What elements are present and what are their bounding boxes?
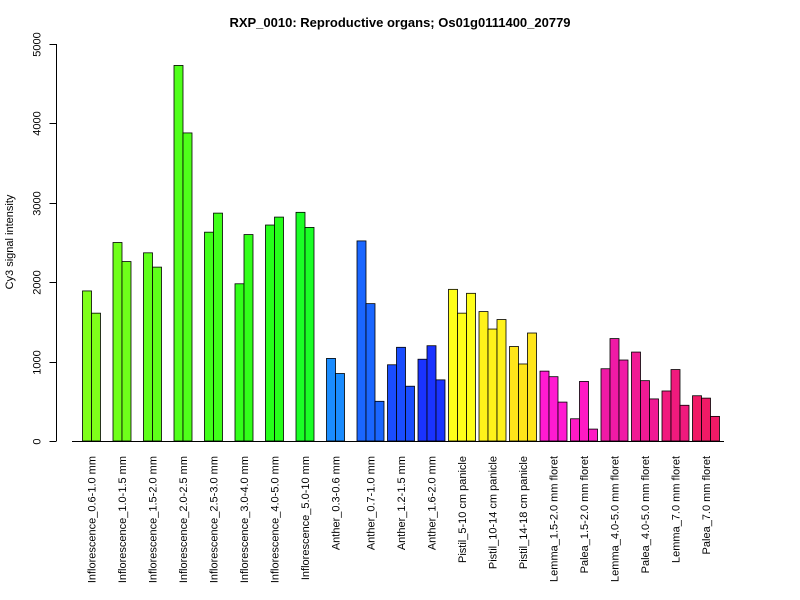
x-tick-label: Lemma_7.0 mm floret <box>671 456 683 563</box>
x-tick-label: Palea_1.5-2.0 mm floret <box>579 456 591 573</box>
bar <box>701 397 711 442</box>
bar <box>557 401 568 442</box>
bar <box>548 376 559 442</box>
y-tick-label: 3000 <box>32 191 44 215</box>
bar <box>588 428 598 442</box>
bar <box>121 261 132 442</box>
x-tick-label: Pistil_14-18 cm panicle <box>518 456 530 569</box>
category-labels: Inflorescence_0.6-1.0 mm Inflorescence_1.… <box>87 456 714 583</box>
bar <box>426 345 437 442</box>
x-tick-label: Palea_4.0-5.0 mm floret <box>640 456 652 573</box>
y-tick-label: 4000 <box>32 111 44 135</box>
bar <box>365 303 376 442</box>
bar <box>487 328 498 442</box>
x-tick-label: Inflorescence_2.0-2.5 mm <box>178 456 190 583</box>
bar <box>618 359 629 442</box>
bar <box>478 311 489 442</box>
bar <box>518 363 528 442</box>
y-axis-label: Cy3 signal intensity <box>4 194 16 289</box>
bar <box>579 381 589 442</box>
bar <box>527 332 537 442</box>
bar <box>173 65 184 442</box>
x-tick-label: Pistil_5-10 cm panicle <box>457 456 469 563</box>
y-tick-label: 1000 <box>32 350 44 374</box>
bar <box>335 373 345 442</box>
x-tick-label: Anther_1.6-2.0 mm <box>427 456 439 550</box>
x-tick-label: Pistil_10-14 cm panicle <box>488 456 500 569</box>
bar <box>570 418 580 442</box>
bar <box>710 415 720 442</box>
x-tick-label: Inflorescence_0.6-1.0 mm <box>87 456 99 583</box>
bar <box>204 231 214 442</box>
bar <box>496 319 507 442</box>
bar <box>82 290 92 442</box>
bar <box>631 351 641 442</box>
bar <box>295 211 306 442</box>
bar <box>387 364 397 442</box>
bar <box>448 288 458 442</box>
bar <box>182 132 193 442</box>
bar <box>640 380 650 442</box>
bar <box>509 346 519 442</box>
bar <box>304 227 315 442</box>
x-tick-label: Inflorescence_3.0-4.0 mm <box>239 456 251 583</box>
x-tick-label: Inflorescence_4.0-5.0 mm <box>270 456 282 583</box>
bar <box>649 398 659 442</box>
x-tick-label: Anther_0.3-0.6 mm <box>331 456 343 550</box>
x-tick-label: Inflorescence_1.0-1.5 mm <box>117 456 129 583</box>
y-tick-label: 5000 <box>32 32 44 56</box>
bar <box>326 358 336 442</box>
bar <box>374 400 385 442</box>
bar <box>600 368 611 442</box>
bar <box>670 369 681 442</box>
x-tick-label: Inflorescence_2.5-3.0 mm <box>209 456 221 583</box>
x-tick-label: Inflorescence_1.5-2.0 mm <box>148 456 160 583</box>
bar <box>692 395 702 442</box>
x-tick-label: Anther_0.7-1.0 mm <box>366 456 378 550</box>
bar <box>661 390 672 442</box>
y-tick-label: 0 <box>32 438 44 444</box>
bar <box>435 379 446 442</box>
bar <box>417 358 428 442</box>
bar <box>152 266 162 442</box>
bar <box>356 240 367 442</box>
bar <box>457 312 467 442</box>
bar <box>609 338 620 442</box>
bar <box>265 224 275 442</box>
bar <box>213 212 223 442</box>
y-tick-label: 2000 <box>32 270 44 294</box>
bar <box>679 404 690 442</box>
bar <box>91 312 101 442</box>
x-tick-label: Inflorescence_5.0-10 mm <box>300 456 312 580</box>
bar <box>539 370 550 442</box>
bar <box>143 252 153 442</box>
bar <box>396 346 406 442</box>
bars <box>82 65 720 442</box>
x-tick-label: Lemma_1.5-2.0 mm floret <box>549 456 561 582</box>
y-axis: 0 1000 2000 3000 4000 5000 <box>32 32 57 445</box>
bar <box>274 216 284 442</box>
bar <box>112 242 123 442</box>
bar <box>405 385 415 442</box>
x-tick-label: Lemma_4.0-5.0 mm floret <box>610 456 622 582</box>
x-tick-label: Palea_7.0 mm floret <box>701 456 713 554</box>
bar <box>234 283 245 442</box>
x-tick-label: Anther_1.2-1.5 mm <box>396 456 408 550</box>
bar <box>243 234 254 442</box>
bar <box>466 292 476 442</box>
chart-title: RXP_0010: Reproductive organs; Os01g0111… <box>229 15 570 30</box>
